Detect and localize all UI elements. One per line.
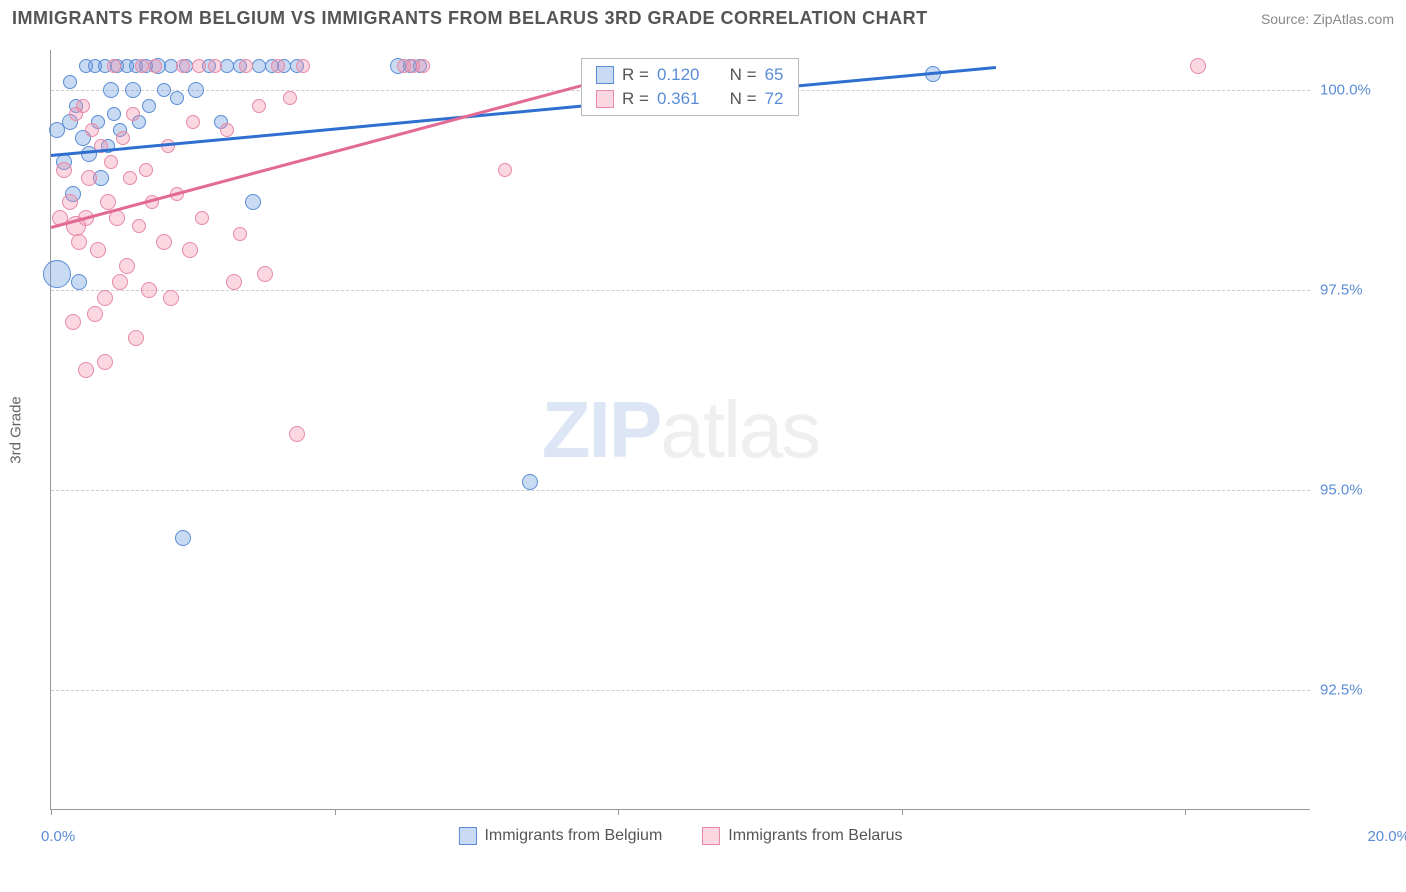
data-point bbox=[123, 171, 137, 185]
x-tick-label-max: 20.0% bbox=[1367, 828, 1406, 845]
x-tick-label-min: 0.0% bbox=[41, 828, 75, 845]
watermark: ZIPatlas bbox=[542, 384, 819, 476]
data-point bbox=[188, 82, 204, 98]
data-point bbox=[43, 260, 71, 288]
data-point bbox=[90, 242, 106, 258]
legend-swatch bbox=[596, 90, 614, 108]
data-point bbox=[226, 274, 242, 290]
y-tick-label: 100.0% bbox=[1320, 82, 1380, 99]
data-point bbox=[220, 123, 234, 137]
data-point bbox=[170, 91, 184, 105]
x-tick bbox=[618, 809, 619, 815]
gridline bbox=[51, 490, 1310, 491]
data-point bbox=[107, 59, 121, 73]
data-point bbox=[148, 59, 162, 73]
data-point bbox=[97, 354, 113, 370]
legend-row: R = 0.361 N = 72 bbox=[582, 87, 798, 111]
legend-item: Immigrants from Belgium bbox=[458, 827, 662, 845]
data-point bbox=[81, 170, 97, 186]
data-point bbox=[125, 82, 141, 98]
y-tick-label: 95.0% bbox=[1320, 482, 1380, 499]
chart-plot-area: 3rd Grade ZIPatlas 92.5%95.0%97.5%100.0%… bbox=[50, 50, 1310, 810]
data-point bbox=[56, 162, 72, 178]
chart-source: Source: ZipAtlas.com bbox=[1261, 11, 1394, 27]
data-point bbox=[416, 59, 430, 73]
data-point bbox=[1190, 58, 1206, 74]
data-point bbox=[71, 274, 87, 290]
data-point bbox=[522, 474, 538, 490]
data-point bbox=[192, 59, 206, 73]
data-point bbox=[85, 123, 99, 137]
data-point bbox=[195, 211, 209, 225]
legend-swatch bbox=[458, 827, 476, 845]
data-point bbox=[112, 274, 128, 290]
data-point bbox=[100, 194, 116, 210]
trend-line bbox=[51, 66, 996, 156]
data-point bbox=[126, 107, 140, 121]
data-point bbox=[76, 99, 90, 113]
data-point bbox=[142, 99, 156, 113]
legend-swatch bbox=[596, 66, 614, 84]
data-point bbox=[208, 59, 222, 73]
data-point bbox=[132, 219, 146, 233]
data-point bbox=[271, 59, 285, 73]
correlation-legend: R = 0.120 N = 65 R = 0.361 N = 72 bbox=[581, 58, 799, 116]
data-point bbox=[186, 115, 200, 129]
data-point bbox=[239, 59, 253, 73]
data-point bbox=[109, 210, 125, 226]
x-tick bbox=[902, 809, 903, 815]
data-point bbox=[176, 59, 190, 73]
data-point bbox=[252, 99, 266, 113]
data-point bbox=[283, 91, 297, 105]
data-point bbox=[63, 75, 77, 89]
legend-label: Immigrants from Belarus bbox=[728, 827, 902, 845]
data-point bbox=[87, 306, 103, 322]
data-point bbox=[103, 82, 119, 98]
legend-item: Immigrants from Belarus bbox=[702, 827, 902, 845]
data-point bbox=[107, 107, 121, 121]
y-tick-label: 97.5% bbox=[1320, 282, 1380, 299]
data-point bbox=[296, 59, 310, 73]
data-point bbox=[182, 242, 198, 258]
chart-title: IMMIGRANTS FROM BELGIUM VS IMMIGRANTS FR… bbox=[12, 8, 928, 29]
y-axis-label: 3rd Grade bbox=[8, 396, 25, 464]
data-point bbox=[104, 155, 118, 169]
x-tick bbox=[51, 809, 52, 815]
data-point bbox=[116, 131, 130, 145]
legend-swatch bbox=[702, 827, 720, 845]
data-point bbox=[71, 234, 87, 250]
data-point bbox=[175, 530, 191, 546]
gridline bbox=[51, 690, 1310, 691]
chart-header: IMMIGRANTS FROM BELGIUM VS IMMIGRANTS FR… bbox=[0, 0, 1406, 33]
data-point bbox=[141, 282, 157, 298]
data-point bbox=[139, 163, 153, 177]
data-point bbox=[62, 194, 78, 210]
series-legend: Immigrants from Belgium Immigrants from B… bbox=[458, 827, 902, 845]
x-tick bbox=[1185, 809, 1186, 815]
data-point bbox=[119, 258, 135, 274]
y-tick-label: 92.5% bbox=[1320, 682, 1380, 699]
data-point bbox=[156, 234, 172, 250]
data-point bbox=[233, 227, 247, 241]
legend-row: R = 0.120 N = 65 bbox=[582, 63, 798, 87]
data-point bbox=[245, 194, 261, 210]
data-point bbox=[157, 83, 171, 97]
data-point bbox=[65, 314, 81, 330]
legend-label: Immigrants from Belgium bbox=[484, 827, 662, 845]
x-tick bbox=[335, 809, 336, 815]
data-point bbox=[128, 330, 144, 346]
data-point bbox=[257, 266, 273, 282]
data-point bbox=[97, 290, 113, 306]
data-point bbox=[78, 362, 94, 378]
data-point bbox=[289, 426, 305, 442]
data-point bbox=[498, 163, 512, 177]
gridline bbox=[51, 290, 1310, 291]
data-point bbox=[163, 290, 179, 306]
